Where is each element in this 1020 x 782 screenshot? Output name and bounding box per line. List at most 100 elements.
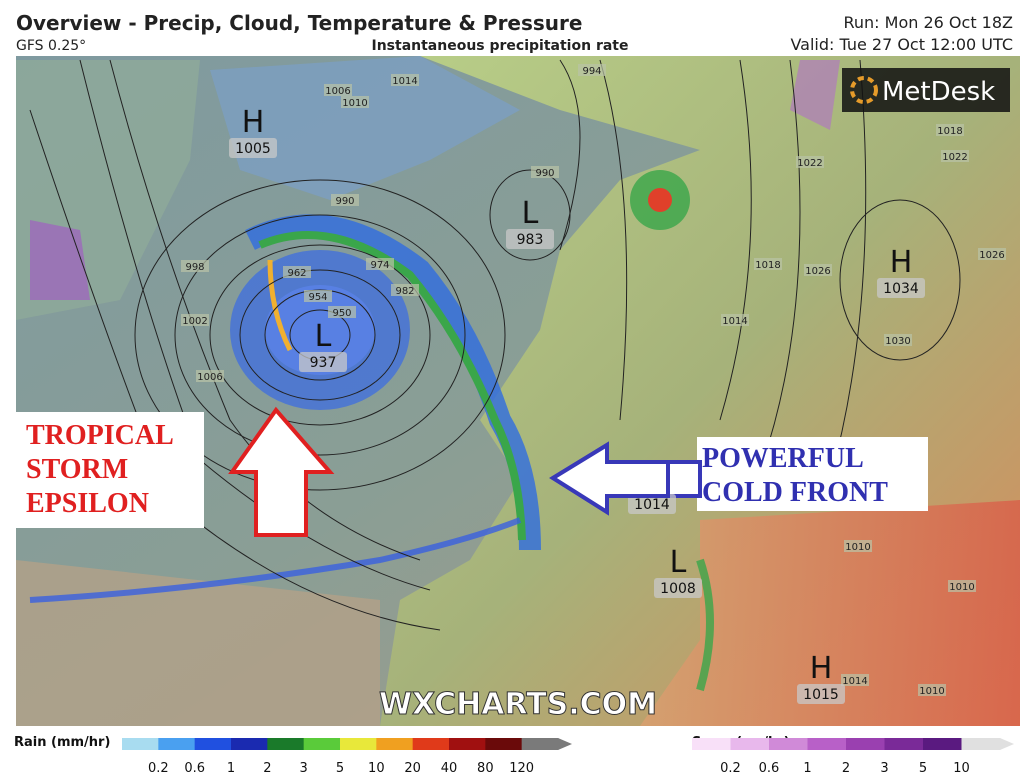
legend-swatch [692, 738, 731, 750]
pressure-value-bg [229, 138, 277, 158]
legend-tick-label: 5 [919, 761, 927, 776]
pressure-value-bg [797, 684, 845, 704]
legend-swatch [303, 738, 341, 750]
pressure-center-symbol: H [810, 651, 833, 686]
isobar-label: 1006 [325, 86, 350, 97]
isobar-label-bg [328, 306, 356, 318]
pressure-value: 1008 [660, 581, 696, 597]
isobar-label: 954 [308, 292, 327, 303]
pressure-value-bg [654, 578, 702, 598]
isobar-label: 1030 [885, 336, 910, 347]
isobar-label: 1014 [722, 316, 747, 327]
isobar-label-bg [948, 580, 976, 592]
legend-swatch [923, 738, 962, 750]
annotation-text: STORM [26, 454, 128, 485]
pressure-value-bg [628, 494, 676, 514]
map-title: Overview - Precip, Cloud, Temperature & … [16, 11, 582, 35]
annotation-text: POWERFUL [702, 443, 864, 474]
map [16, 56, 1020, 726]
annotation-text: COLD FRONT [702, 477, 888, 508]
legend-tick-label: 1 [803, 761, 811, 776]
isobar-label-bg [391, 284, 419, 296]
pressure-value: 937 [310, 355, 337, 371]
isobar-label: 1010 [342, 98, 367, 109]
legend-swatch [412, 738, 450, 750]
legend-tick-label: 3 [880, 761, 888, 776]
isobar-label-bg [978, 248, 1006, 260]
run-time: Run: Mon 26 Oct 18Z [844, 13, 1014, 32]
isobar-label: 1022 [797, 158, 822, 169]
legend-tick-label: 3 [300, 761, 308, 776]
pressure-value: 1015 [803, 687, 839, 703]
legend-tick-label: 0.6 [759, 761, 780, 776]
isobar-label-bg [844, 540, 872, 552]
watermark: WXCHARTS.COM [379, 687, 657, 722]
pressure-value-bg [299, 352, 347, 372]
pressure-center-symbol: L [522, 196, 539, 231]
isobar-label-bg [841, 674, 869, 686]
isobar-label-bg [578, 64, 606, 76]
logo: MetDesk [882, 77, 995, 107]
isobar-label-bg [331, 194, 359, 206]
isobar-label-bg [721, 314, 749, 326]
legend-swatch [267, 738, 305, 750]
pressure-center-symbol: H [890, 245, 913, 280]
legend-swatch [340, 738, 377, 750]
isobar-label: 974 [370, 260, 389, 271]
subtitle: Instantaneous precipitation rate [372, 38, 629, 54]
isobar-label: 950 [332, 308, 351, 319]
annotation-text: EPSILON [26, 488, 149, 519]
isobar-label: 1010 [949, 582, 974, 593]
logo-box [842, 68, 1010, 112]
legend-tick-label: 1 [227, 761, 235, 776]
legend-swatch [122, 738, 159, 750]
pressure-value-bg [877, 278, 925, 298]
isobar-label: 1010 [919, 686, 944, 697]
legend-tick-label: 5 [336, 761, 344, 776]
legend-tick-label: 10 [953, 761, 970, 776]
model-label: GFS 0.25° [16, 38, 86, 54]
isobar-label-bg [181, 260, 209, 272]
pressure-value: 983 [517, 232, 544, 248]
pressure-value-bg [506, 229, 554, 249]
legend-tick-label: 10 [368, 761, 385, 776]
isobar-label: 990 [335, 196, 354, 207]
legend-swatch [449, 738, 486, 750]
isobar-label-bg [324, 84, 352, 96]
isobar-label: 1022 [942, 152, 967, 163]
legend-tick-label: 120 [509, 761, 534, 776]
legend-tick-label: 0.2 [148, 761, 169, 776]
legend-swatch [521, 738, 559, 750]
legend-swatch [769, 738, 808, 750]
legend-swatch [961, 738, 1001, 750]
header-bg [0, 0, 1020, 56]
isobar-label-bg [366, 258, 394, 270]
legend-swatch [884, 738, 924, 750]
legend-swatch [807, 738, 847, 750]
legend-tick-label: 2 [263, 761, 271, 776]
legend-swatch [485, 738, 523, 750]
pressure-center-symbol: H [242, 105, 265, 140]
isobar-label: 1002 [182, 316, 207, 327]
isobar-label: 982 [395, 286, 414, 297]
isobar-label-bg [531, 166, 559, 178]
isobar-label: 1014 [392, 76, 417, 87]
legend-swatch [846, 738, 885, 750]
valid-time: Valid: Tue 27 Oct 12:00 UTC [790, 35, 1013, 54]
legend-arrow-tip [1000, 738, 1014, 750]
isobar-label: 1006 [197, 372, 222, 383]
isobar-label-bg [304, 290, 332, 302]
isobar-label: 1026 [805, 266, 830, 277]
isobar-label: 962 [287, 268, 306, 279]
isobar-label-bg [283, 266, 311, 278]
isobar-label-bg [196, 370, 224, 382]
isobar-label-bg [936, 124, 964, 136]
legend-tick-label: 0.6 [184, 761, 205, 776]
pressure-value: 1034 [883, 281, 919, 297]
isobar-label-bg [941, 150, 969, 162]
isobar-label: 990 [535, 168, 554, 179]
legend-swatch [158, 738, 196, 750]
isobar-label: 1018 [937, 126, 962, 137]
legend-tick-label: 40 [441, 761, 458, 776]
